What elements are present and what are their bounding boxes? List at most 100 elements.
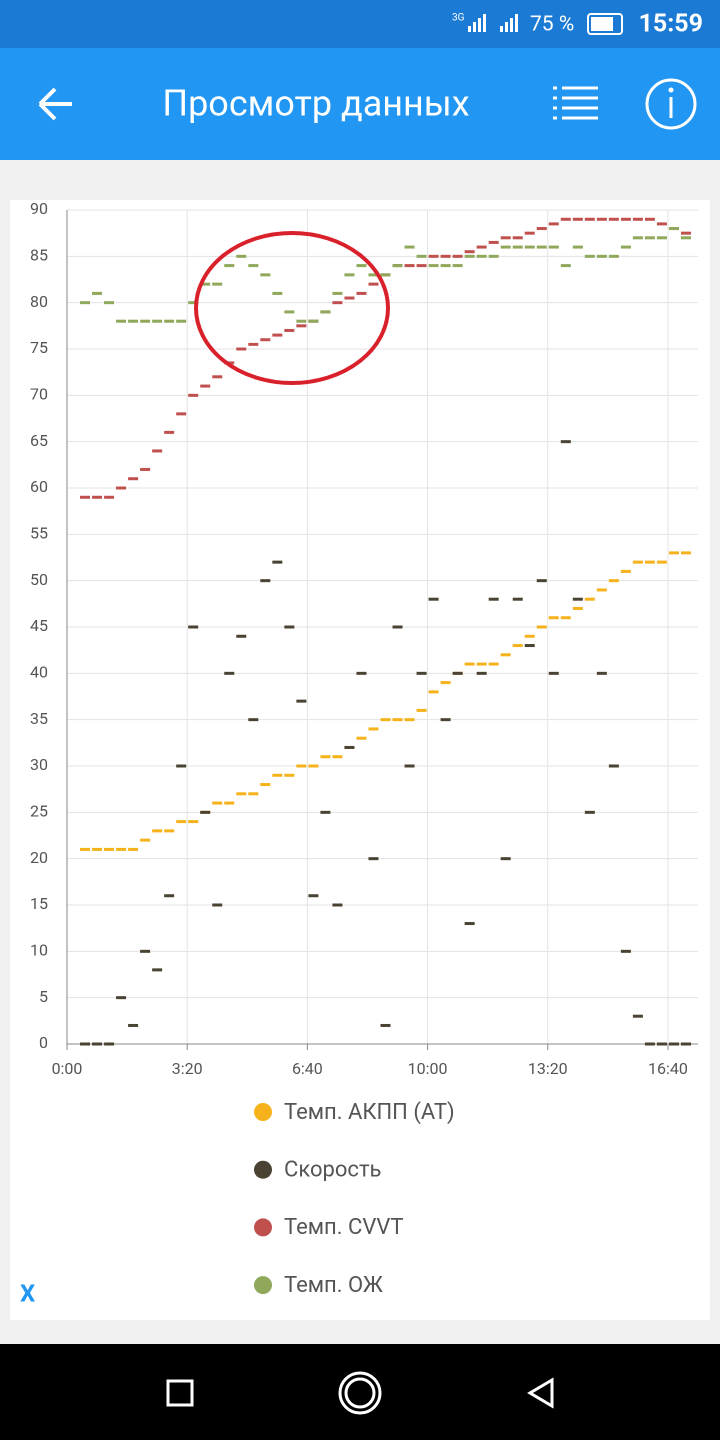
data-point [572, 217, 583, 221]
close-button[interactable]: X [20, 1279, 35, 1307]
data-point [596, 671, 607, 675]
data-point [284, 773, 295, 777]
data-point [296, 764, 307, 768]
data-point [596, 588, 607, 592]
data-point [212, 375, 223, 379]
info-button[interactable] [645, 78, 697, 130]
data-point [512, 597, 523, 601]
highlight-circle [194, 231, 390, 385]
list-button[interactable] [553, 86, 598, 120]
y-tick-label: 10 [30, 941, 48, 960]
y-tick-label: 85 [30, 246, 48, 265]
data-point [320, 310, 331, 314]
data-point [500, 245, 511, 249]
data-point [536, 579, 547, 583]
data-point [524, 231, 535, 235]
data-point [548, 222, 559, 226]
x-tick-label: 3:20 [172, 1059, 203, 1078]
data-point [644, 217, 655, 221]
data-point [236, 347, 247, 351]
data-point [464, 254, 475, 258]
data-point [488, 597, 499, 601]
y-tick-label: 20 [30, 848, 48, 867]
data-point [512, 644, 523, 648]
y-tick-label: 75 [30, 338, 48, 357]
y-tick-label: 40 [30, 663, 48, 682]
data-point [620, 949, 631, 953]
data-point [416, 254, 427, 258]
data-point [356, 736, 367, 740]
data-point [392, 625, 403, 629]
data-point [320, 755, 331, 759]
data-point [608, 764, 619, 768]
data-point [488, 240, 499, 244]
x-tick-label: 0:00 [52, 1059, 83, 1078]
data-point [452, 254, 463, 258]
data-point [464, 250, 475, 254]
data-point [260, 273, 271, 277]
data-point [536, 245, 547, 249]
data-point [680, 551, 691, 555]
recents-button[interactable] [166, 1379, 194, 1407]
data-point [572, 245, 583, 249]
data-point [548, 671, 559, 675]
data-point [632, 236, 643, 240]
data-point [392, 718, 403, 722]
data-point [140, 949, 151, 953]
data-point [440, 718, 451, 722]
back-nav-button[interactable] [527, 1377, 554, 1409]
data-point [608, 217, 619, 221]
data-point [632, 560, 643, 564]
data-point [176, 319, 187, 323]
data-point [284, 310, 295, 314]
data-point [440, 681, 451, 685]
y-tick-label: 70 [30, 385, 48, 404]
data-point [632, 1014, 643, 1018]
y-tick-label: 60 [30, 477, 48, 496]
data-point [92, 291, 103, 295]
data-point [644, 560, 655, 564]
data-point [176, 764, 187, 768]
data-point [152, 449, 163, 453]
legend-marker [254, 1103, 272, 1121]
data-point [584, 597, 595, 601]
data-point [464, 662, 475, 666]
data-point [104, 301, 115, 305]
data-point [380, 718, 391, 722]
x-tick-label: 6:40 [292, 1059, 323, 1078]
data-point [236, 254, 247, 258]
data-point [476, 662, 487, 666]
home-button[interactable] [338, 1371, 382, 1415]
data-point [128, 319, 139, 323]
battery-icon [587, 13, 623, 35]
data-point [128, 1023, 139, 1027]
legend-label: Скорость [284, 1158, 381, 1183]
data-point [620, 569, 631, 573]
data-point [80, 847, 91, 851]
back-button[interactable] [38, 87, 72, 121]
data-point [632, 217, 643, 221]
data-point [620, 217, 631, 221]
data-point [560, 440, 571, 444]
data-point [296, 319, 307, 323]
data-point [656, 1042, 667, 1046]
data-point [668, 227, 679, 231]
data-point [368, 727, 379, 731]
data-point [680, 236, 691, 240]
data-point [476, 254, 487, 258]
y-tick-label: 50 [30, 570, 48, 589]
data-point [272, 773, 283, 777]
y-tick-label: 45 [30, 616, 48, 635]
data-point [104, 1042, 115, 1046]
data-point [404, 718, 415, 722]
legend-label: Темп. АКПП (AT) [284, 1100, 455, 1125]
data-point [116, 319, 127, 323]
x-tick-label: 13:20 [528, 1059, 568, 1078]
data-point [164, 829, 175, 833]
data-point [212, 801, 223, 805]
data-point [488, 254, 499, 258]
data-point [536, 227, 547, 231]
y-tick-label: 5 [39, 987, 48, 1006]
data-point [584, 810, 595, 814]
data-point [260, 783, 271, 787]
